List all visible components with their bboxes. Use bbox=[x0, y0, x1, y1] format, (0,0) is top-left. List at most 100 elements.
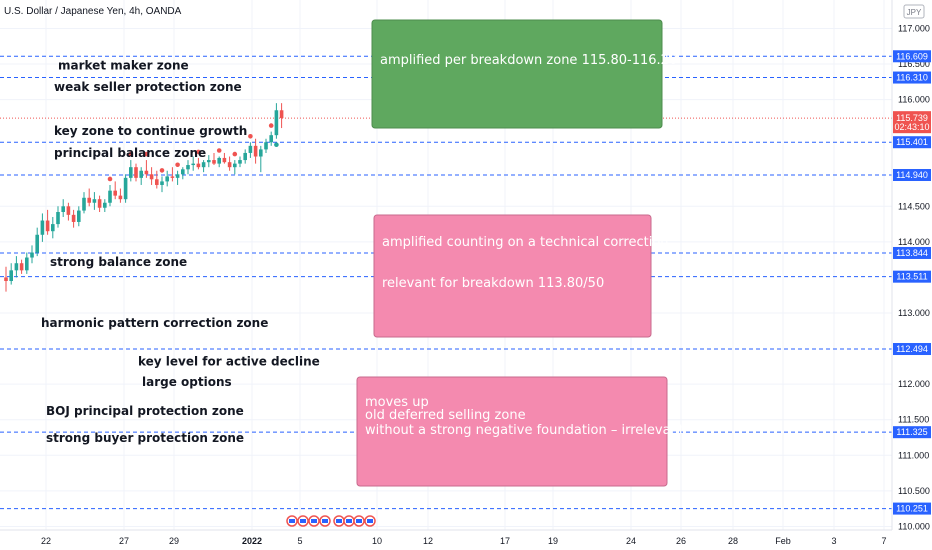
level-tag-label: 116.609 bbox=[896, 51, 928, 61]
candle-body bbox=[212, 160, 216, 164]
time-tick-label: 12 bbox=[423, 536, 433, 546]
price-scale-tags: 116.609 116.310 115.401 114.940 113.844 113.5… bbox=[893, 50, 931, 515]
candle-body bbox=[217, 157, 221, 164]
time-scale-panel[interactable] bbox=[0, 530, 932, 550]
candle-body bbox=[113, 190, 117, 196]
price-tick-label: 111.500 bbox=[898, 415, 929, 425]
candle-body bbox=[45, 220, 50, 232]
zone-label: strong buyer protection zone bbox=[46, 431, 244, 445]
zone-labels: market maker zone weak seller protection … bbox=[41, 58, 320, 445]
symbol-title[interactable]: U.S. Dollar / Japanese Yen, 4h, OANDA bbox=[4, 6, 182, 17]
candle-body bbox=[66, 206, 71, 215]
time-tick-label: 24 bbox=[626, 536, 636, 546]
candle-body bbox=[19, 263, 24, 271]
candle-body bbox=[14, 263, 19, 271]
candle-body bbox=[35, 234, 39, 253]
candle-body bbox=[279, 110, 284, 119]
candle-body bbox=[87, 197, 91, 203]
price-tick-label: 116.000 bbox=[898, 95, 930, 105]
signal-dots bbox=[107, 123, 279, 182]
candle-body bbox=[253, 145, 258, 157]
price-tick-label: 111.000 bbox=[898, 450, 929, 460]
candle-body bbox=[227, 162, 232, 168]
signal-dot bbox=[159, 168, 165, 173]
candle-body bbox=[191, 163, 195, 166]
price-tick-label: 110.000 bbox=[898, 521, 930, 531]
annotation-box[interactable] bbox=[356, 376, 668, 487]
annotation-box-text: amplified counting on a technical correc… bbox=[382, 235, 669, 250]
annotation-box-text: old deferred selling zone bbox=[365, 408, 526, 423]
horizontal-levels[interactable] bbox=[0, 55, 892, 510]
level-tag-label: 116.310 bbox=[896, 73, 928, 83]
currency-badge[interactable]: JPY bbox=[907, 8, 922, 17]
price-scale-ticks: 117.000 116.500 116.000 114.500 114.000 113.0… bbox=[898, 23, 930, 531]
candle-body bbox=[259, 149, 263, 157]
level-tag bbox=[893, 71, 931, 84]
candle-body bbox=[77, 210, 81, 222]
time-tick-label: 22 bbox=[41, 536, 51, 546]
price-tick-label: 117.000 bbox=[898, 23, 930, 33]
level-tag-label: 115.401 bbox=[896, 137, 928, 147]
candle-body bbox=[25, 257, 29, 271]
candle-body bbox=[181, 169, 185, 175]
price-tick-label: 114.500 bbox=[898, 201, 930, 211]
candle-body bbox=[186, 165, 190, 170]
candle-body bbox=[118, 195, 123, 200]
signal-dot bbox=[248, 133, 253, 139]
annotation-box[interactable] bbox=[373, 214, 652, 338]
candle-body bbox=[97, 199, 102, 208]
candle-body bbox=[51, 224, 55, 232]
candle-body bbox=[274, 110, 279, 136]
candle-body bbox=[71, 214, 76, 222]
candle-body bbox=[233, 163, 237, 168]
zone-label: harmonic pattern correction zone bbox=[41, 316, 268, 330]
candle-body bbox=[61, 206, 65, 212]
candle-body bbox=[175, 174, 180, 178]
event-flag-fill bbox=[336, 519, 342, 523]
level-tag-label: 113.511 bbox=[896, 272, 927, 282]
candle-body bbox=[155, 179, 159, 185]
level-tag-label: 113.844 bbox=[896, 248, 928, 258]
price-scale-panel[interactable] bbox=[892, 0, 932, 530]
candle-body bbox=[243, 152, 247, 161]
candle-body bbox=[149, 174, 154, 180]
signal-dot bbox=[128, 151, 134, 157]
level-tag bbox=[893, 246, 931, 259]
annotation-boxes[interactable]: amplified per breakdown zone 115.80-116.… bbox=[356, 19, 684, 487]
level-tag bbox=[893, 136, 931, 149]
price-tick-label: 114.000 bbox=[898, 237, 930, 247]
event-flag-fill bbox=[346, 519, 352, 523]
candle-body bbox=[165, 176, 169, 182]
time-tick-label: 5 bbox=[297, 536, 302, 546]
time-tick-label: 2022 bbox=[242, 536, 262, 546]
time-tick-label: Feb bbox=[775, 536, 791, 546]
level-tag bbox=[893, 270, 931, 283]
zone-label: large options bbox=[142, 375, 232, 389]
candle-body bbox=[30, 252, 34, 258]
time-tick-label: 26 bbox=[676, 536, 686, 546]
current-price-tag bbox=[893, 111, 931, 134]
annotation-box[interactable] bbox=[371, 19, 663, 129]
level-tag-label: 110.251 bbox=[896, 504, 928, 514]
signal-dot bbox=[216, 148, 222, 153]
current-price-label: 115.739 bbox=[896, 113, 928, 123]
zone-label: key zone to continue growth bbox=[54, 124, 247, 138]
annotation-box-text: moves up bbox=[365, 395, 429, 410]
level-tag-label: 111.325 bbox=[896, 427, 927, 437]
level-tag bbox=[893, 169, 931, 182]
economic-events[interactable] bbox=[286, 515, 376, 527]
candle-body bbox=[160, 181, 164, 185]
candle-body bbox=[129, 167, 133, 178]
price-tick-label: 112.000 bbox=[898, 379, 930, 389]
candle-body bbox=[92, 199, 97, 203]
candle-body bbox=[144, 170, 149, 175]
candle-body bbox=[222, 157, 227, 163]
candle-body bbox=[170, 176, 175, 178]
level-tag bbox=[893, 343, 931, 356]
candle-body bbox=[196, 163, 201, 168]
candle-body bbox=[238, 160, 242, 164]
candle-body bbox=[269, 135, 273, 143]
candle-body bbox=[264, 142, 268, 150]
candle-body bbox=[108, 190, 112, 203]
